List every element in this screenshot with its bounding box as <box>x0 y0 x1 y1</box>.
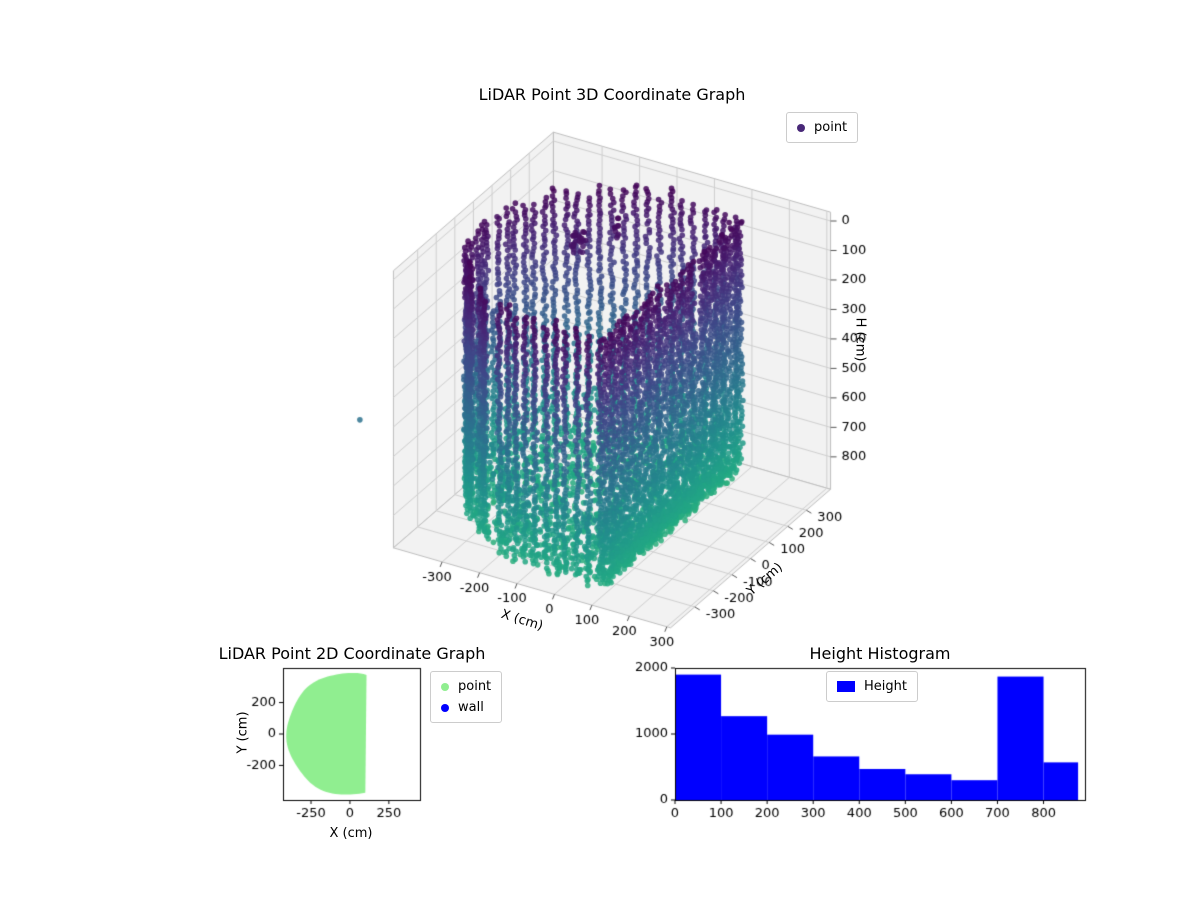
3d-z-axis-label: H (cm) <box>852 317 868 362</box>
3d-legend-entry-point: point <box>797 117 847 138</box>
2d-legend-entry-point: point <box>441 676 491 697</box>
2d-legend-entry-wall: wall <box>441 697 491 718</box>
3d-chart-title: LiDAR Point 3D Coordinate Graph <box>478 85 746 104</box>
histogram-legend: Height <box>826 671 918 702</box>
point-marker-icon <box>441 682 449 691</box>
2d-chart-title: LiDAR Point 2D Coordinate Graph <box>218 644 486 663</box>
point-marker-icon <box>797 123 805 132</box>
histogram-legend-height-label: Height <box>864 679 907 694</box>
3d-legend: point <box>786 112 859 143</box>
wall-marker-icon <box>441 703 449 712</box>
3d-scatter-canvas <box>290 100 930 680</box>
histogram-title: Height Histogram <box>809 644 951 663</box>
2d-legend-point-label: point <box>458 679 492 694</box>
histogram-legend-entry-height: Height <box>837 676 907 697</box>
2d-x-axis-label: X (cm) <box>329 826 373 841</box>
height-patch-icon <box>837 681 855 692</box>
2d-legend-wall-label: wall <box>458 700 484 715</box>
3d-legend-point-label: point <box>814 120 848 135</box>
2d-y-axis-label: Y (cm) <box>235 711 251 754</box>
2d-scatter-canvas <box>225 660 435 845</box>
2d-legend: point wall <box>430 671 503 723</box>
